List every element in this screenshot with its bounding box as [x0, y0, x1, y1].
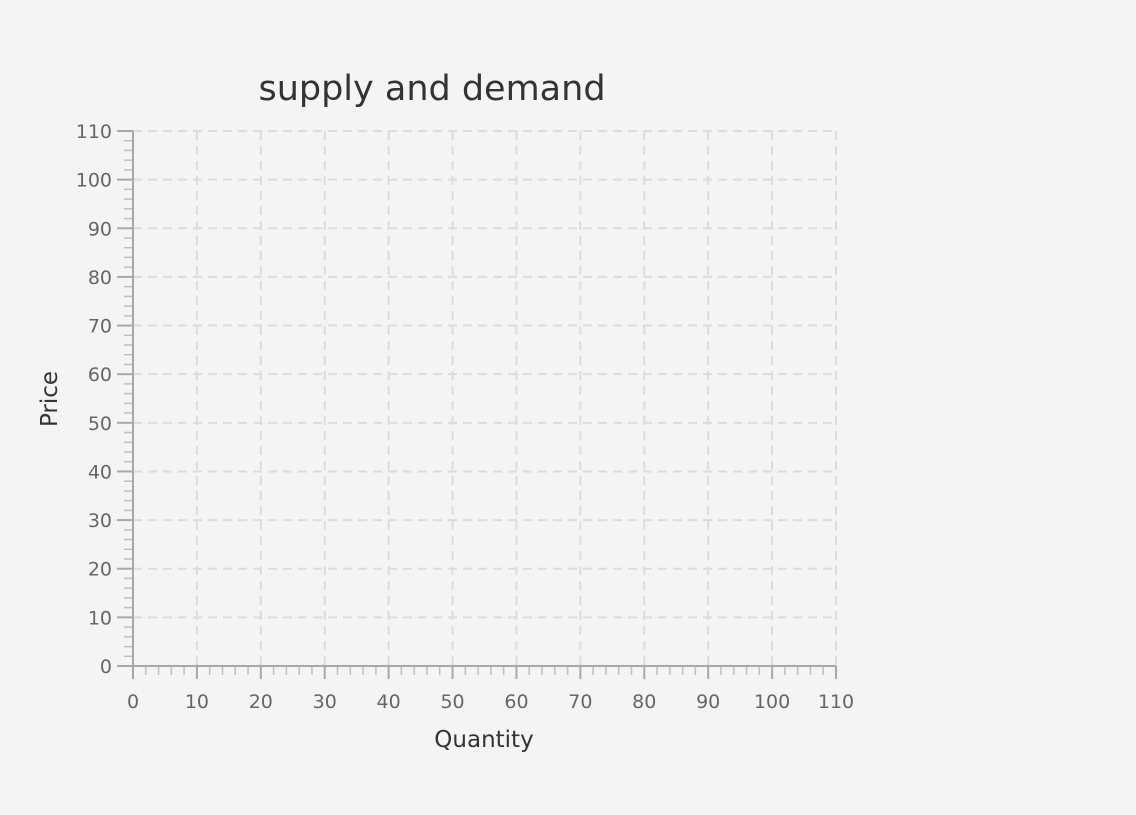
y-tick-label-0: 0	[100, 656, 112, 678]
x-tick-label-80: 80	[632, 691, 656, 713]
y-tick-label-100: 100	[76, 170, 112, 192]
y-tick-label-50: 50	[88, 413, 112, 435]
x-tick-label-30: 30	[313, 691, 337, 713]
y-tick-label-80: 80	[88, 267, 112, 289]
x-tick-label-90: 90	[696, 691, 720, 713]
y-tick-label-10: 10	[88, 607, 112, 629]
x-tick-label-70: 70	[568, 691, 592, 713]
ticks-layer: 0 10 20 30 40 50 60 70 80 90 100 110 0 10 20 30 40 50 60 70…	[76, 121, 854, 713]
x-tick-label-110: 110	[818, 691, 854, 713]
y-tick-label-110: 110	[76, 121, 112, 143]
x-tick-label-60: 60	[504, 691, 528, 713]
x-axis-label: Quantity	[434, 727, 533, 753]
x-tick-label-40: 40	[377, 691, 401, 713]
axes-layer	[132, 131, 836, 667]
x-tick-label-10: 10	[185, 691, 209, 713]
minor-ticks-layer	[124, 139, 824, 675]
chart-title: supply and demand	[258, 69, 605, 109]
x-tick-label-100: 100	[754, 691, 790, 713]
grid-layer	[133, 130, 837, 666]
y-tick-label-70: 70	[88, 316, 112, 338]
x-tick-label-50: 50	[440, 691, 464, 713]
y-tick-label-90: 90	[88, 218, 112, 240]
y-tick-label-40: 40	[88, 461, 112, 483]
y-tick-label-60: 60	[88, 364, 112, 386]
y-tick-label-20: 20	[88, 559, 112, 581]
y-tick-label-30: 30	[88, 510, 112, 532]
x-tick-label-20: 20	[249, 691, 273, 713]
y-axis-label: Price	[37, 371, 63, 427]
x-tick-label-0: 0	[127, 691, 139, 713]
